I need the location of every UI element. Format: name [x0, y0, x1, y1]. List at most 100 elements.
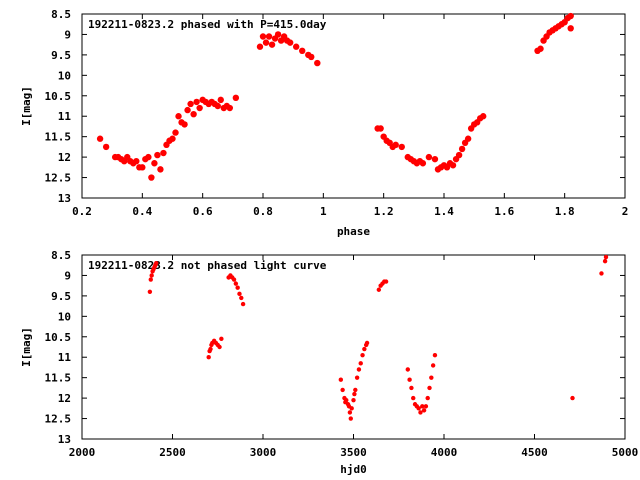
data-point — [308, 53, 315, 61]
data-point — [362, 346, 367, 352]
phased-chart-title: 192211-0823.2 phased with P=415.0day — [88, 18, 327, 31]
y-tick-label: 10.5 — [45, 331, 72, 344]
data-point — [147, 289, 153, 294]
data-point — [262, 39, 270, 46]
data-point — [239, 295, 244, 301]
data-point — [377, 125, 384, 132]
data-point — [429, 375, 434, 380]
data-point — [458, 145, 466, 153]
data-point — [425, 395, 430, 401]
y-tick-label: 12 — [58, 151, 71, 164]
data-point — [219, 336, 224, 342]
data-point — [338, 377, 344, 382]
data-point — [407, 377, 412, 382]
data-point — [217, 344, 222, 350]
data-point — [416, 406, 421, 411]
x-tick-label: 5000 — [612, 446, 639, 459]
data-point — [151, 160, 158, 167]
x-tick-label: 0.2 — [72, 205, 92, 218]
data-point — [358, 361, 363, 366]
data-point — [348, 416, 353, 421]
data-point — [232, 94, 240, 102]
data-point — [599, 271, 604, 276]
data-point — [169, 135, 176, 142]
data-point — [376, 287, 382, 292]
data-point — [133, 158, 140, 165]
y-tick-label: 11.5 — [45, 372, 72, 385]
data-point — [148, 277, 153, 282]
data-point — [455, 151, 463, 159]
data-point — [356, 367, 362, 372]
data-point — [427, 385, 432, 391]
data-point — [286, 39, 294, 46]
data-point — [172, 129, 179, 136]
x-tick-label: 2 — [622, 205, 629, 218]
data-point — [570, 395, 575, 401]
data-point — [420, 404, 425, 409]
y-tick-label: 12.5 — [45, 172, 72, 185]
data-point — [392, 141, 399, 149]
data-point — [274, 31, 282, 38]
y-axis-title: I[mag] — [20, 327, 33, 367]
data-point — [349, 406, 354, 411]
data-point — [419, 160, 427, 167]
data-point — [431, 155, 439, 163]
data-point — [139, 164, 146, 171]
data-point — [160, 149, 167, 157]
x-tick-label: 0.4 — [132, 205, 152, 218]
data-point — [175, 113, 182, 120]
x-axis-title: phase — [337, 225, 370, 238]
y-tick-label: 9.5 — [51, 49, 71, 62]
data-point — [409, 385, 414, 391]
y-tick-label: 9 — [64, 269, 71, 282]
x-tick-label: 2000 — [69, 446, 96, 459]
x-tick-label: 2500 — [159, 446, 186, 459]
x-tick-label: 3000 — [250, 446, 277, 459]
data-point — [603, 254, 609, 260]
data-point — [347, 410, 353, 415]
data-point — [226, 104, 234, 112]
y-axis-title: I[mag] — [20, 86, 33, 126]
y-tick-label: 8.5 — [51, 8, 71, 21]
data-point — [464, 135, 472, 142]
data-point — [430, 363, 436, 368]
data-point — [567, 25, 574, 32]
y-tick-label: 13 — [58, 433, 71, 446]
data-point — [421, 408, 427, 413]
data-point — [265, 33, 273, 40]
data-point — [217, 96, 224, 104]
data-point — [235, 285, 240, 290]
y-tick-label: 11 — [58, 351, 72, 364]
data-point — [432, 352, 438, 358]
data-point — [418, 410, 423, 415]
data-point — [354, 375, 360, 380]
data-point — [206, 355, 211, 360]
y-tick-label: 9 — [64, 28, 71, 41]
plot-frame — [81, 254, 626, 440]
phased-light-curve-panel: 192211-0823.2 phased with P=415.0day 0.2… — [20, 8, 628, 238]
x-tick-label: 1.4 — [434, 205, 454, 218]
data-point — [425, 153, 433, 161]
data-point — [449, 162, 457, 169]
data-point — [214, 102, 221, 110]
data-point — [184, 106, 191, 114]
data-point — [193, 98, 200, 106]
y-tick-label: 12 — [58, 392, 71, 405]
data-point — [314, 59, 321, 67]
data-point — [567, 12, 574, 20]
x-tick-label: 1 — [320, 205, 327, 218]
data-point — [423, 404, 429, 409]
data-point — [340, 387, 345, 393]
data-point — [240, 301, 246, 307]
data-point — [383, 279, 389, 284]
data-point — [480, 113, 487, 120]
data-point — [145, 153, 152, 161]
data-point — [96, 135, 104, 142]
x-tick-label: 4000 — [431, 446, 458, 459]
y-tick-label: 10 — [58, 310, 71, 323]
x-tick-label: 0.8 — [253, 205, 273, 218]
data-point — [352, 391, 357, 397]
x-tick-label: 0.6 — [193, 205, 213, 218]
x-tick-label: 1.2 — [374, 205, 394, 218]
